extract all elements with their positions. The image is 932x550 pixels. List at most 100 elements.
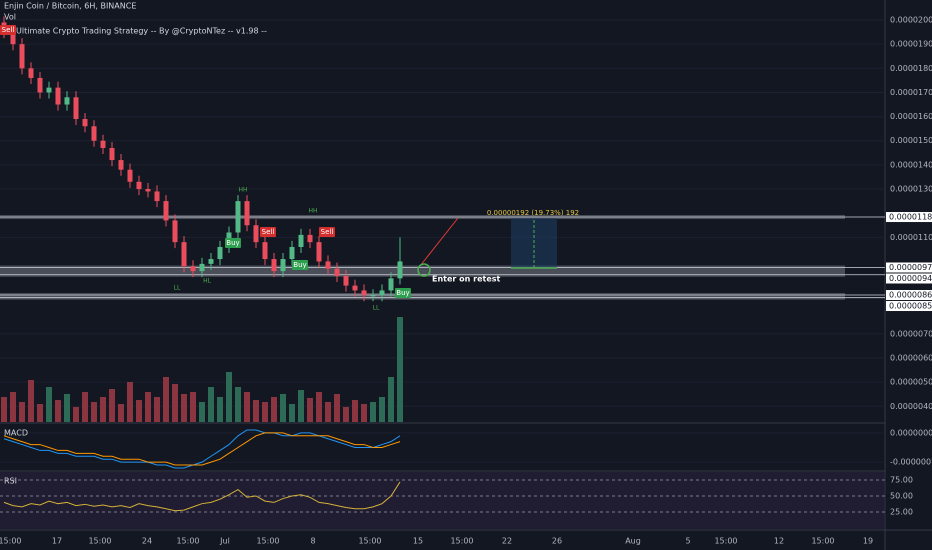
swing-label: LL <box>373 305 380 312</box>
x-tick-label: 17 <box>52 537 62 546</box>
candle-body <box>163 201 169 221</box>
volume-bar <box>343 407 349 422</box>
measure-label: 0.00000192 (19.73%) 192 <box>487 209 579 217</box>
candle-body <box>352 285 358 291</box>
level-tag <box>886 290 932 301</box>
candle-body <box>100 140 106 148</box>
candle-body <box>46 87 52 93</box>
volume-bar <box>190 392 196 422</box>
x-tick-label: 24 <box>142 537 152 546</box>
signal-tag <box>319 227 335 237</box>
x-tick-label: 15:00 <box>811 537 834 546</box>
level-tag <box>886 212 932 223</box>
volume-bar <box>253 400 259 422</box>
volume-bar <box>82 392 88 422</box>
volume-bar <box>37 404 43 422</box>
candle-body <box>262 242 268 260</box>
candle-body <box>37 77 43 93</box>
volume-bar <box>46 387 52 422</box>
x-tick-label: Jul <box>219 537 230 546</box>
x-tick-label: 22 <box>502 537 512 546</box>
level-label: 0.00001184 <box>889 213 932 222</box>
x-tick-label: 15:00 <box>358 537 381 546</box>
x-tick-label: 15:00 <box>0 537 22 546</box>
volume-bar <box>370 402 376 422</box>
note: Enter on retest <box>432 275 501 284</box>
symbol-title: Enjin Coin / Bitcoin, 6H, BINANCE <box>4 2 136 11</box>
candle-body <box>316 242 322 262</box>
rsi-background <box>0 472 885 529</box>
volume-bar <box>334 394 340 422</box>
level-band <box>0 293 845 300</box>
candle-body <box>280 259 286 272</box>
volume-bar <box>316 392 322 422</box>
x-tick-label: 8 <box>310 537 315 546</box>
volume-bar <box>64 394 70 422</box>
candle-body <box>19 44 25 69</box>
level-label: 0.00000861 <box>889 291 932 300</box>
indicator-line <box>3 481 401 512</box>
candle-body <box>397 261 403 279</box>
volume-bar <box>145 392 151 422</box>
level-label: 0.00000975 <box>889 263 932 272</box>
signal-tag <box>225 238 241 248</box>
candle-body <box>244 201 250 226</box>
volume-bar <box>226 372 232 422</box>
volume-bar <box>127 382 133 422</box>
level-label: 0.00000945 <box>889 274 932 283</box>
swing-label: HH <box>308 208 317 215</box>
signal-tag <box>395 288 411 298</box>
indicator-label: Ultimate Crypto Trading Strategy -- By @… <box>16 27 267 36</box>
candle-body <box>298 234 304 247</box>
candle-body <box>118 160 124 170</box>
y-tick-label: -0.00000010 <box>890 458 932 467</box>
candle-body <box>109 147 115 161</box>
level-tag <box>886 301 932 312</box>
signal-tag <box>0 25 16 35</box>
candle-body <box>154 191 160 202</box>
level-tag <box>886 262 932 273</box>
volume-bar <box>199 402 205 422</box>
signal-label: Sell <box>262 228 275 236</box>
candle-body <box>199 263 205 272</box>
volume-bar <box>298 390 304 422</box>
signal-tag <box>260 227 276 237</box>
macd-title: MACD <box>4 429 28 438</box>
volume-bar <box>109 389 115 422</box>
swing-label: HH <box>238 187 247 194</box>
candle-body <box>10 32 16 45</box>
x-tick-label: 15 <box>413 537 423 546</box>
volume-bar <box>289 404 295 422</box>
candle-body <box>334 268 340 276</box>
candle-body <box>190 266 196 272</box>
volume-bar <box>118 404 124 422</box>
candle-body <box>235 201 241 233</box>
candle-body <box>127 169 133 182</box>
candle-body <box>307 234 313 243</box>
volume-bar <box>91 402 97 422</box>
swing-label: HL <box>203 278 212 285</box>
signal-label: Sell <box>2 26 15 34</box>
volume-bar <box>10 392 16 422</box>
candle-body <box>343 275 349 286</box>
x-tick-label: 12 <box>774 537 784 546</box>
candle-body <box>370 295 376 297</box>
candle-body <box>64 97 70 105</box>
volume-bar <box>172 384 178 422</box>
signal-tag <box>292 260 308 270</box>
x-tick-label: 26 <box>552 537 562 546</box>
indicator-line <box>3 429 401 469</box>
